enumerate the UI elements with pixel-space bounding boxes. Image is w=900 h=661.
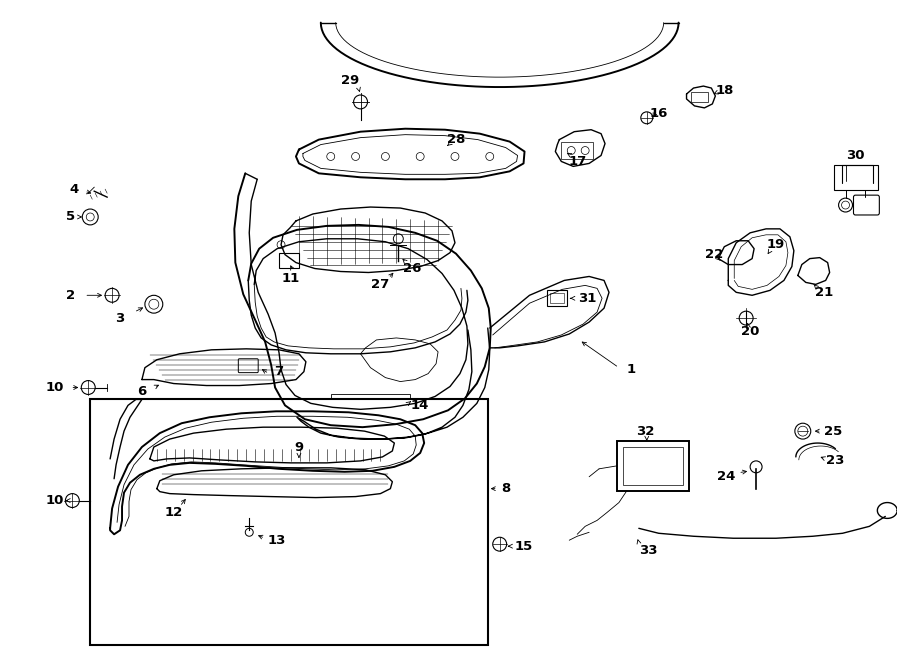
Bar xyxy=(330,395,410,412)
Bar xyxy=(690,92,708,102)
Text: 1: 1 xyxy=(626,363,635,376)
Text: 7: 7 xyxy=(274,365,284,378)
Text: 5: 5 xyxy=(66,210,75,223)
Bar xyxy=(623,447,682,485)
Text: 14: 14 xyxy=(411,399,429,412)
Text: 27: 27 xyxy=(372,278,390,291)
Text: 23: 23 xyxy=(826,454,845,467)
Text: 12: 12 xyxy=(165,506,183,519)
Text: 17: 17 xyxy=(568,155,586,168)
Text: 19: 19 xyxy=(767,238,785,251)
Bar xyxy=(617,441,688,490)
Text: 9: 9 xyxy=(294,440,303,453)
Text: 15: 15 xyxy=(515,539,533,553)
Text: 16: 16 xyxy=(650,107,668,120)
Text: 33: 33 xyxy=(640,543,658,557)
Text: 10: 10 xyxy=(45,494,64,507)
Text: 31: 31 xyxy=(578,292,597,305)
Text: 2: 2 xyxy=(66,289,75,302)
Bar xyxy=(551,293,564,303)
Text: 6: 6 xyxy=(138,385,147,398)
Text: 18: 18 xyxy=(716,83,733,97)
Text: 11: 11 xyxy=(282,272,300,285)
Text: 25: 25 xyxy=(824,424,842,438)
Text: 29: 29 xyxy=(341,73,360,87)
Text: 4: 4 xyxy=(69,182,79,196)
Bar xyxy=(547,290,567,306)
Bar xyxy=(562,141,593,159)
Text: 32: 32 xyxy=(635,424,654,438)
Text: 21: 21 xyxy=(814,286,832,299)
Bar xyxy=(90,399,488,645)
Text: 28: 28 xyxy=(446,133,465,146)
Text: 10: 10 xyxy=(45,381,64,394)
Text: 26: 26 xyxy=(403,262,421,275)
Text: 3: 3 xyxy=(115,311,125,325)
Text: 8: 8 xyxy=(501,482,510,495)
Text: 24: 24 xyxy=(717,470,735,483)
Text: 30: 30 xyxy=(846,149,865,162)
Text: 22: 22 xyxy=(706,248,724,261)
Bar xyxy=(833,165,878,190)
Bar xyxy=(279,253,299,268)
Text: 13: 13 xyxy=(268,533,286,547)
Text: 20: 20 xyxy=(741,325,760,338)
